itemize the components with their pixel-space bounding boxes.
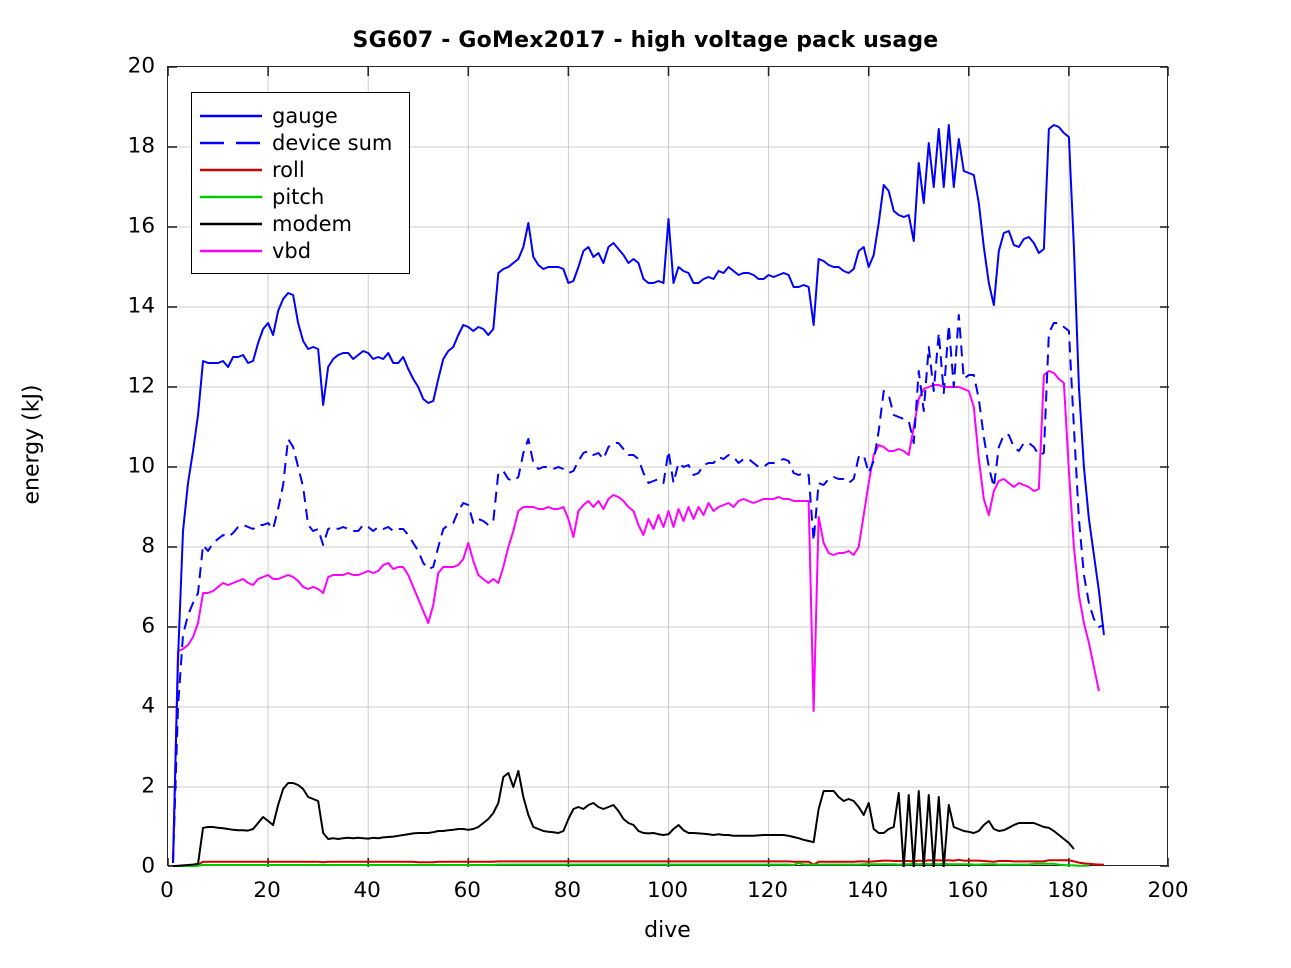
x-tick-label: 140 [847,878,889,903]
legend-label: vbd [272,238,312,263]
x-tick-label: 100 [646,878,689,903]
legend-item-roll[interactable]: roll [198,156,401,183]
y-tick-label: 0 [141,853,155,879]
legend-label: device sum [272,130,393,155]
y-tick-label: 20 [127,53,155,79]
y-axis-label: energy (kJ) [19,384,45,505]
series-line-gauge [172,124,1105,864]
legend-label: pitch [272,184,325,209]
legend-label: modem [272,211,353,236]
legend-item-vbd[interactable]: vbd [198,237,401,264]
chart-title: SG607 - GoMex2017 - high voltage pack us… [352,28,939,53]
legend-item-device-sum[interactable]: device sum [198,129,401,156]
x-tick-label: 60 [453,878,481,903]
y-tick-label: 18 [127,133,155,159]
legend-line-swatch-icon [198,241,264,261]
legend-label: gauge [272,103,338,128]
legend-item-modem[interactable]: modem [198,210,401,237]
y-tick-label: 12 [127,373,155,399]
y-tick-label: 8 [141,533,155,559]
x-tick-label: 0 [160,878,174,903]
x-axis-label: dive [644,918,691,943]
legend-line-swatch-icon [198,106,264,126]
x-tick-label: 40 [353,878,381,903]
legend-line-swatch-icon [198,214,264,234]
x-tick-label: 120 [747,878,789,903]
legend-label: roll [272,157,305,182]
legend-line-swatch-icon [198,160,264,180]
series-line-vbd [172,370,1100,864]
chart-legend: gauge device sum roll pitch modem vbd [191,92,410,274]
legend-line-swatch-icon [198,187,264,207]
legend-item-pitch[interactable]: pitch [198,183,401,210]
x-tick-label: 160 [947,878,989,903]
y-axis-tick-labels: 0 2 4 6 8 10 12 14 16 18 20 [95,54,155,879]
series-line-modem [172,770,1075,867]
y-tick-label: 2 [141,773,155,799]
series-line-roll [172,858,1104,867]
data-series-group [172,124,1105,867]
x-tick-label: 80 [553,878,582,903]
y-tick-label: 16 [127,213,155,239]
y-tick-label: 4 [141,693,155,719]
x-axis-tick-labels: 0 20 40 60 80 100 120 140 160 180 200 [160,878,1188,910]
y-tick-label: 10 [127,453,155,479]
series-line-device-sum [172,314,1105,864]
legend-line-swatch-icon [198,133,264,153]
y-tick-label: 6 [141,613,155,639]
series-line-pitch [172,862,1089,867]
legend-item-gauge[interactable]: gauge [198,102,401,129]
y-tick-label: 14 [127,293,155,319]
x-tick-label: 180 [1047,878,1089,903]
x-tick-label: 200 [1147,878,1189,903]
x-tick-label: 20 [253,878,281,903]
